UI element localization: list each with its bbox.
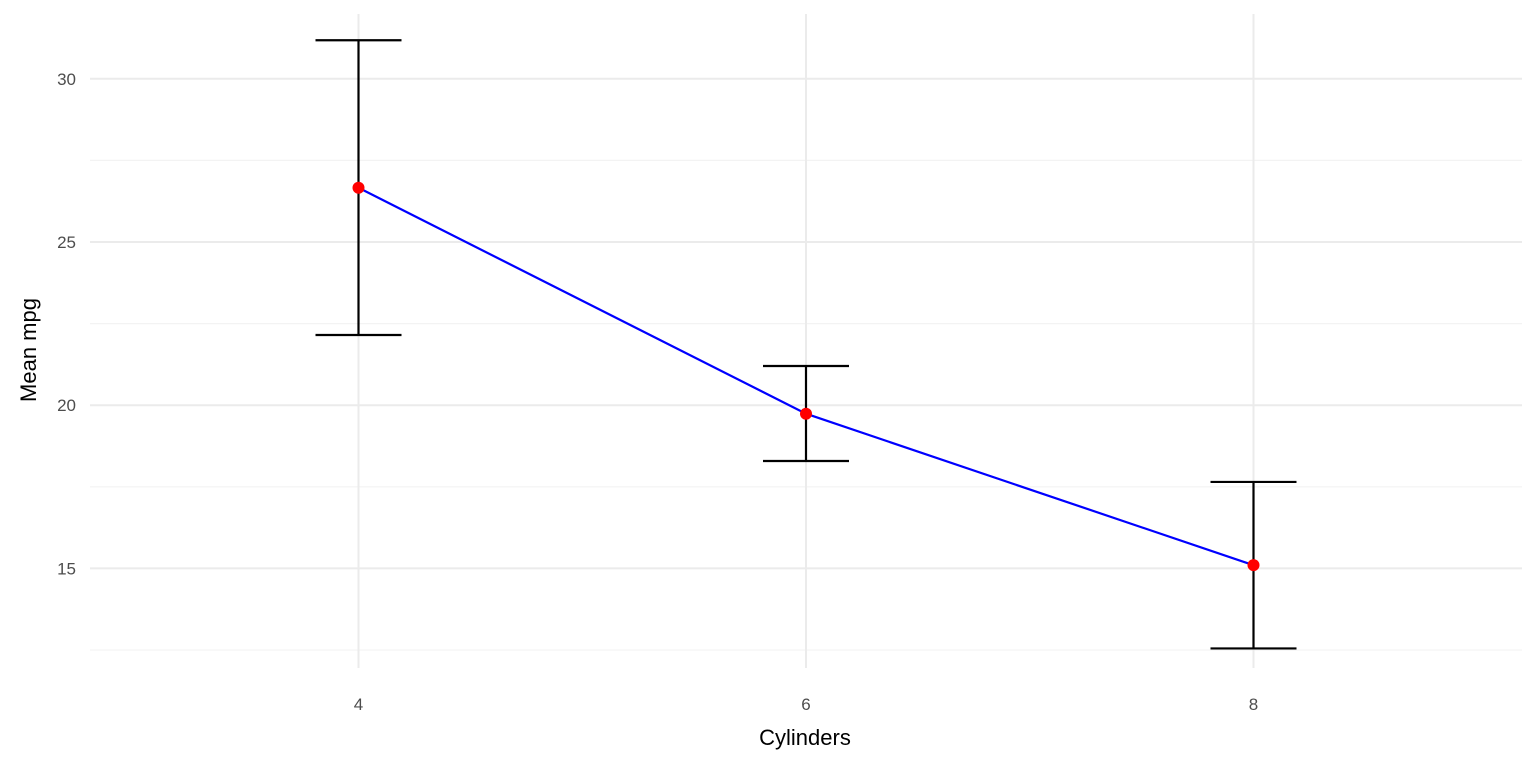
point-8: [1247, 559, 1260, 572]
point-6: [800, 407, 812, 420]
y-axis-tick-labels: 15 20 25 30: [57, 70, 76, 579]
y-tick-label-20: 20: [57, 396, 76, 415]
x-tick-label-4: 4: [354, 695, 363, 714]
y-tick-label-30: 30: [57, 70, 76, 89]
x-axis-tick-labels: 4 6 8: [354, 695, 1258, 714]
data-points: [352, 181, 1260, 572]
x-tick-label-8: 8: [1249, 695, 1258, 714]
y-tick-label-25: 25: [57, 233, 76, 252]
point-4: [352, 181, 365, 194]
x-axis-title: Cylinders: [759, 725, 851, 750]
major-gridlines: [90, 14, 1522, 668]
y-axis-title: Mean mpg: [16, 298, 41, 402]
x-tick-label-6: 6: [801, 695, 810, 714]
y-tick-label-15: 15: [57, 559, 76, 578]
